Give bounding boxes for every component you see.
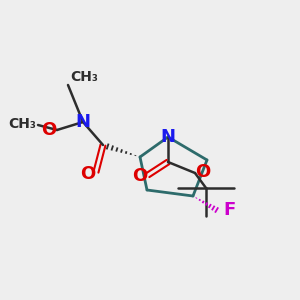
Text: F: F — [223, 201, 235, 219]
Text: CH₃: CH₃ — [70, 70, 98, 84]
Text: O: O — [195, 163, 211, 181]
Text: O: O — [132, 167, 148, 185]
Text: O: O — [80, 165, 96, 183]
Text: N: N — [160, 128, 175, 146]
Text: CH₃: CH₃ — [8, 117, 36, 131]
Text: N: N — [76, 113, 91, 131]
Text: O: O — [41, 121, 57, 139]
